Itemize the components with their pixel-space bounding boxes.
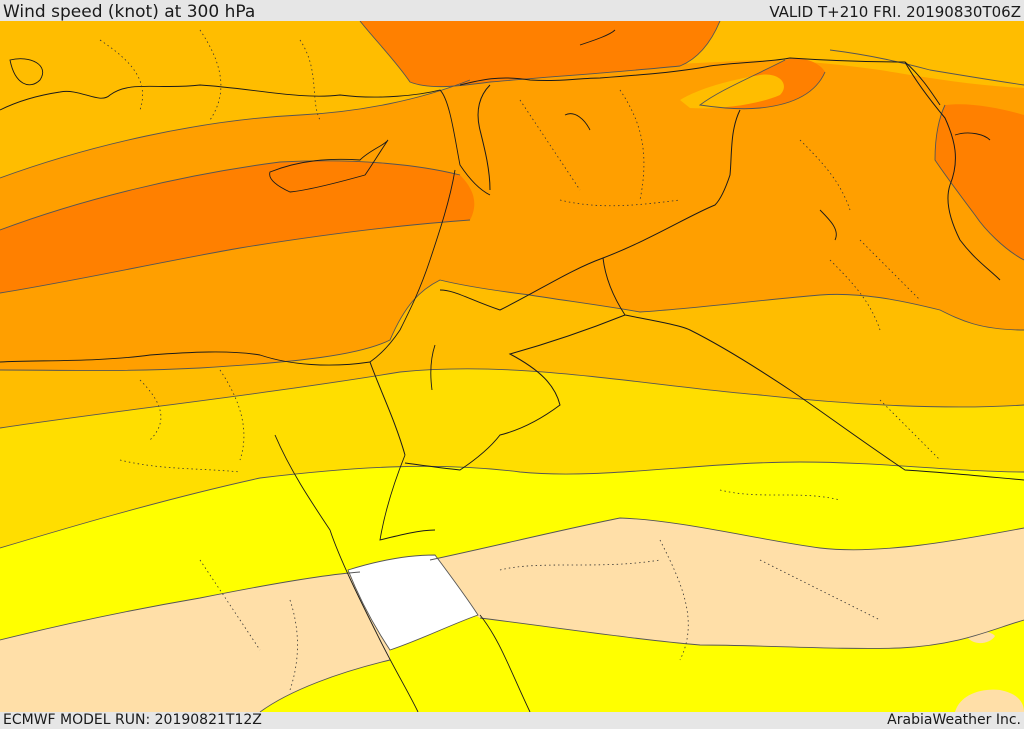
wind-band-lower-blob	[968, 631, 995, 644]
wind-band-high	[0, 60, 1024, 371]
wind-band-upper-blob	[680, 74, 784, 109]
header-bar: Wind speed (knot) at 300 hPa VALID T+210…	[0, 0, 1024, 22]
wind-band-mid-northeast	[830, 21, 1024, 85]
wind-speed-map[interactable]	[0, 21, 1024, 712]
wind-band-highest-east	[935, 104, 1024, 261]
model-run-label: ECMWF MODEL RUN: 20190821T12Z	[3, 712, 262, 728]
valid-time: VALID T+210 FRI. 20190830T06Z	[769, 3, 1021, 21]
wind-band-lowest	[348, 555, 478, 650]
map-canvas	[0, 21, 1024, 712]
credit-label: ArabiaWeather Inc.	[887, 712, 1021, 728]
map-title: Wind speed (knot) at 300 hPa	[3, 2, 256, 22]
coastlines	[0, 29, 991, 712]
wind-band-lower-west	[0, 572, 390, 712]
wind-band-highest-west	[0, 160, 475, 293]
footer-bar: ECMWF MODEL RUN: 20190821T12Z ArabiaWeat…	[0, 712, 1024, 729]
isotach-contours	[0, 21, 1024, 712]
political-borders	[369, 57, 1024, 481]
wind-band-lower-east	[430, 518, 1024, 649]
province-boundaries	[99, 29, 941, 691]
wind-band-lower-south	[955, 689, 1024, 712]
